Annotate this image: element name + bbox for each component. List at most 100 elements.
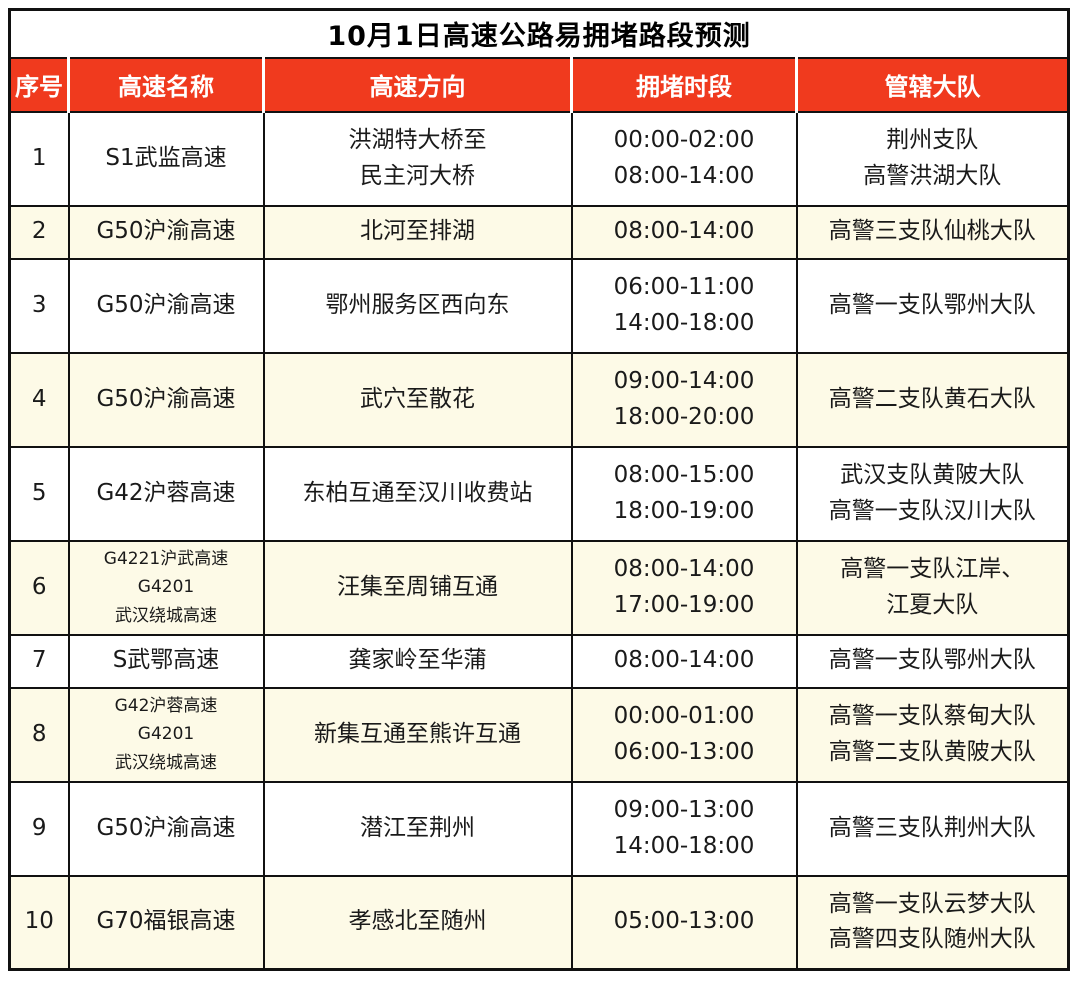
text-line: 08:00-14:00 xyxy=(613,162,755,189)
column-header-highway-direction: 高速方向 xyxy=(262,56,573,113)
column-header-highway-name: 高速名称 xyxy=(67,56,265,113)
congestion-time-cell: 06:00-11:00 14:00-18:00 xyxy=(570,257,798,354)
highway-direction-cell: 新集互通至熊许互通 xyxy=(262,686,573,783)
highway-name-cell: G50沪渝高速 xyxy=(67,780,265,877)
highway-name-cell: G50沪渝高速 xyxy=(67,204,265,260)
highway-name-cell: G70福银高速 xyxy=(67,874,265,971)
text-line: 17:00-19:00 xyxy=(613,591,755,618)
text-line: 高警一支队江岸、 xyxy=(840,555,1025,582)
highway-direction-cell: 潜江至荆州 xyxy=(262,780,573,877)
text-line: 09:00-13:00 xyxy=(613,796,755,823)
text-line: 06:00-13:00 xyxy=(613,738,755,765)
text-line: G50沪渝高速 xyxy=(96,218,236,245)
highway-direction-cell: 武穴至散花 xyxy=(262,351,573,448)
text-line: 4 xyxy=(31,385,47,412)
text-line: 潜江至荆州 xyxy=(360,814,475,841)
text-line: G70福银高速 xyxy=(96,908,236,935)
text-line: 14:00-18:00 xyxy=(613,832,755,859)
text-line: 新集互通至熊许互通 xyxy=(314,720,521,747)
text-line: 龚家岭至华蒲 xyxy=(348,647,487,674)
text-line: 洪湖特大桥至 xyxy=(348,126,487,153)
header-row: 序号 高速名称 高速方向 拥堵时段 管辖大队 xyxy=(8,56,1071,113)
table-row: 7 S武鄂高速 龚家岭至华蒲 08:00-14:00 高警一支队鄂州大队 xyxy=(8,633,1070,689)
highway-name-cell: G4221沪武高速 G4201 武汉绕城高速 xyxy=(67,539,265,636)
congestion-time-cell: 08:00-14:00 xyxy=(570,633,798,689)
row-number-cell: 1 xyxy=(8,110,70,207)
text-line: 5 xyxy=(31,479,47,506)
text-line: 高警一支队鄂州大队 xyxy=(828,647,1036,674)
text-line: 鄂州服务区西向东 xyxy=(325,291,510,318)
text-line: 高警四支队随州大队 xyxy=(828,926,1036,953)
row-number-cell: 2 xyxy=(8,204,70,260)
congestion-time-cell: 08:00-15:00 18:00-19:00 xyxy=(570,445,798,542)
highway-name-cell: S1武监高速 xyxy=(67,110,265,207)
text-line: 高警一支队汉川大队 xyxy=(828,497,1036,524)
brigade-cell: 高警三支队荆州大队 xyxy=(795,780,1070,877)
text-line: 3 xyxy=(31,291,47,318)
brigade-cell: 高警一支队江岸、 江夏大队 xyxy=(795,539,1070,636)
text-line: G42沪蓉高速 xyxy=(114,696,218,717)
table-row: 10 G70福银高速 孝感北至随州 05:00-13:00 高警一支队云梦大队 高警四支队… xyxy=(8,874,1070,971)
text-line: 高警一支队鄂州大队 xyxy=(828,291,1036,318)
row-number-cell: 5 xyxy=(8,445,70,542)
highway-direction-cell: 汪集至周铺互通 xyxy=(262,539,573,636)
highway-name-cell: G50沪渝高速 xyxy=(67,351,265,448)
row-number-cell: 6 xyxy=(8,539,70,636)
column-header-congestion-time: 拥堵时段 xyxy=(570,56,798,113)
brigade-cell: 高警二支队黄石大队 xyxy=(795,351,1070,448)
row-number-cell: 9 xyxy=(8,780,70,877)
text-line: 高警三支队荆州大队 xyxy=(828,814,1036,841)
text-line: S1武监高速 xyxy=(105,144,227,171)
table-row: 8 G42沪蓉高速 G4201 武汉绕城高速 新集互通至熊许互通 00:00-01:00 0… xyxy=(8,686,1070,783)
text-line: 高警三支队仙桃大队 xyxy=(828,218,1036,245)
congestion-forecast-table-wrap: 10月1日高速公路易拥堵路段预测 序号 高速名称 高速方向 拥堵时段 管辖大队 … xyxy=(8,8,1071,971)
text-line: 孝感北至随州 xyxy=(348,908,487,935)
column-header-number: 序号 xyxy=(8,56,70,113)
table-body: 1 S1武监高速 洪湖特大桥至 民主河大桥 00:00-02:00 08:00-14:00… xyxy=(8,110,1070,971)
text-line: 高警一支队云梦大队 xyxy=(828,890,1036,917)
highway-name-cell: G42沪蓉高速 G4201 武汉绕城高速 xyxy=(67,686,265,783)
text-line: G50沪渝高速 xyxy=(96,814,236,841)
congestion-time-cell: 05:00-13:00 xyxy=(570,874,798,971)
text-line: 14:00-18:00 xyxy=(613,309,755,336)
text-line: 北河至排湖 xyxy=(360,218,475,245)
congestion-forecast-table: 10月1日高速公路易拥堵路段预测 序号 高速名称 高速方向 拥堵时段 管辖大队 … xyxy=(8,8,1071,971)
text-line: 江夏大队 xyxy=(886,591,979,618)
text-line: S武鄂高速 xyxy=(112,647,220,674)
text-line: 10 xyxy=(24,908,54,935)
row-number-cell: 10 xyxy=(8,874,70,971)
text-line: 08:00-14:00 xyxy=(613,555,755,582)
text-line: 2 xyxy=(31,218,47,245)
congestion-time-cell: 08:00-14:00 xyxy=(570,204,798,260)
brigade-cell: 高警一支队蔡甸大队 高警二支队黄陂大队 xyxy=(795,686,1070,783)
text-line: 武穴至散花 xyxy=(360,385,475,412)
text-line: G4201 xyxy=(137,577,195,598)
text-line: 汪集至周铺互通 xyxy=(337,573,498,600)
title-row: 10月1日高速公路易拥堵路段预测 xyxy=(8,8,1070,59)
text-line: 08:00-15:00 xyxy=(613,461,755,488)
text-line: 05:00-13:00 xyxy=(613,908,755,935)
brigade-cell: 高警一支队鄂州大队 xyxy=(795,633,1070,689)
congestion-time-cell: 00:00-02:00 08:00-14:00 xyxy=(570,110,798,207)
text-line: 08:00-14:00 xyxy=(613,647,755,674)
highway-name-cell: S武鄂高速 xyxy=(67,633,265,689)
text-line: 00:00-02:00 xyxy=(613,126,755,153)
highway-direction-cell: 东柏互通至汉川收费站 xyxy=(262,445,573,542)
table-row: 6 G4221沪武高速 G4201 武汉绕城高速 汪集至周铺互通 08:00-14:00 1… xyxy=(8,539,1070,636)
text-line: 高警一支队蔡甸大队 xyxy=(828,702,1036,729)
table-row: 1 S1武监高速 洪湖特大桥至 民主河大桥 00:00-02:00 08:00-14:00… xyxy=(8,110,1070,207)
row-number-cell: 7 xyxy=(8,633,70,689)
page-title: 10月1日高速公路易拥堵路段预测 xyxy=(8,8,1070,59)
row-number-cell: 3 xyxy=(8,257,70,354)
row-number-cell: 4 xyxy=(8,351,70,448)
highway-name-cell: G50沪渝高速 xyxy=(67,257,265,354)
brigade-cell: 荆州支队 高警洪湖大队 xyxy=(795,110,1070,207)
brigade-cell: 高警一支队云梦大队 高警四支队随州大队 xyxy=(795,874,1070,971)
text-line: 高警二支队黄陂大队 xyxy=(828,738,1036,765)
text-line: 18:00-19:00 xyxy=(613,497,755,524)
highway-name-cell: G42沪蓉高速 xyxy=(67,445,265,542)
highway-direction-cell: 龚家岭至华蒲 xyxy=(262,633,573,689)
text-line: G50沪渝高速 xyxy=(96,385,236,412)
table-row: 5 G42沪蓉高速 东柏互通至汉川收费站 08:00-15:00 18:00-19:00… xyxy=(8,445,1070,542)
text-line: 06:00-11:00 xyxy=(613,273,755,300)
